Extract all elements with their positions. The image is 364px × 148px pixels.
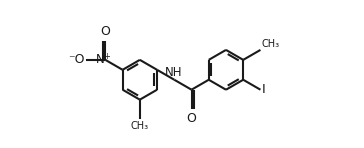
Text: NH: NH bbox=[165, 66, 183, 78]
Text: N: N bbox=[96, 53, 105, 66]
Text: ⁻O: ⁻O bbox=[68, 53, 85, 66]
Text: I: I bbox=[262, 83, 266, 96]
Text: O: O bbox=[100, 25, 110, 38]
Text: +: + bbox=[103, 52, 110, 61]
Text: CH₃: CH₃ bbox=[131, 121, 149, 131]
Text: O: O bbox=[187, 112, 197, 125]
Text: CH₃: CH₃ bbox=[262, 39, 280, 49]
